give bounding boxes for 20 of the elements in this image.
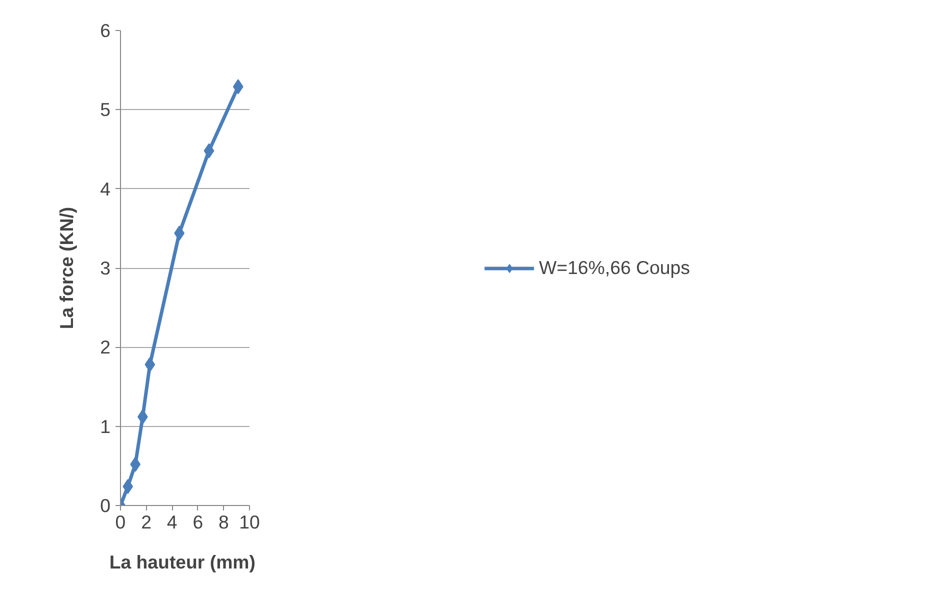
point <box>204 143 214 158</box>
y-axis-title: La force (KN/) <box>56 206 78 330</box>
point <box>144 357 156 372</box>
x-tick-label: 10 <box>239 512 260 532</box>
y-tick-label: 0 <box>100 495 111 516</box>
legend-label: W=16%,66 Coups <box>539 256 690 278</box>
point <box>122 479 134 494</box>
x-tick-label: 4 <box>166 512 178 532</box>
point <box>232 79 244 94</box>
y-tick-label: 6 <box>100 20 111 41</box>
x-tick-label: 8 <box>218 512 229 532</box>
x-tick-label: 0 <box>115 512 126 532</box>
x-tick-label: 2 <box>141 512 152 532</box>
y-tick-label: 2 <box>100 336 111 358</box>
y-tick-label: 5 <box>100 99 111 120</box>
y-tick-label: 4 <box>100 178 111 200</box>
x-tick-label: 6 <box>192 512 204 532</box>
y-tick-label: 1 <box>100 416 111 437</box>
x-axis-title: La hauteur (mm) <box>109 552 256 572</box>
y-tick-label: 3 <box>100 258 111 278</box>
